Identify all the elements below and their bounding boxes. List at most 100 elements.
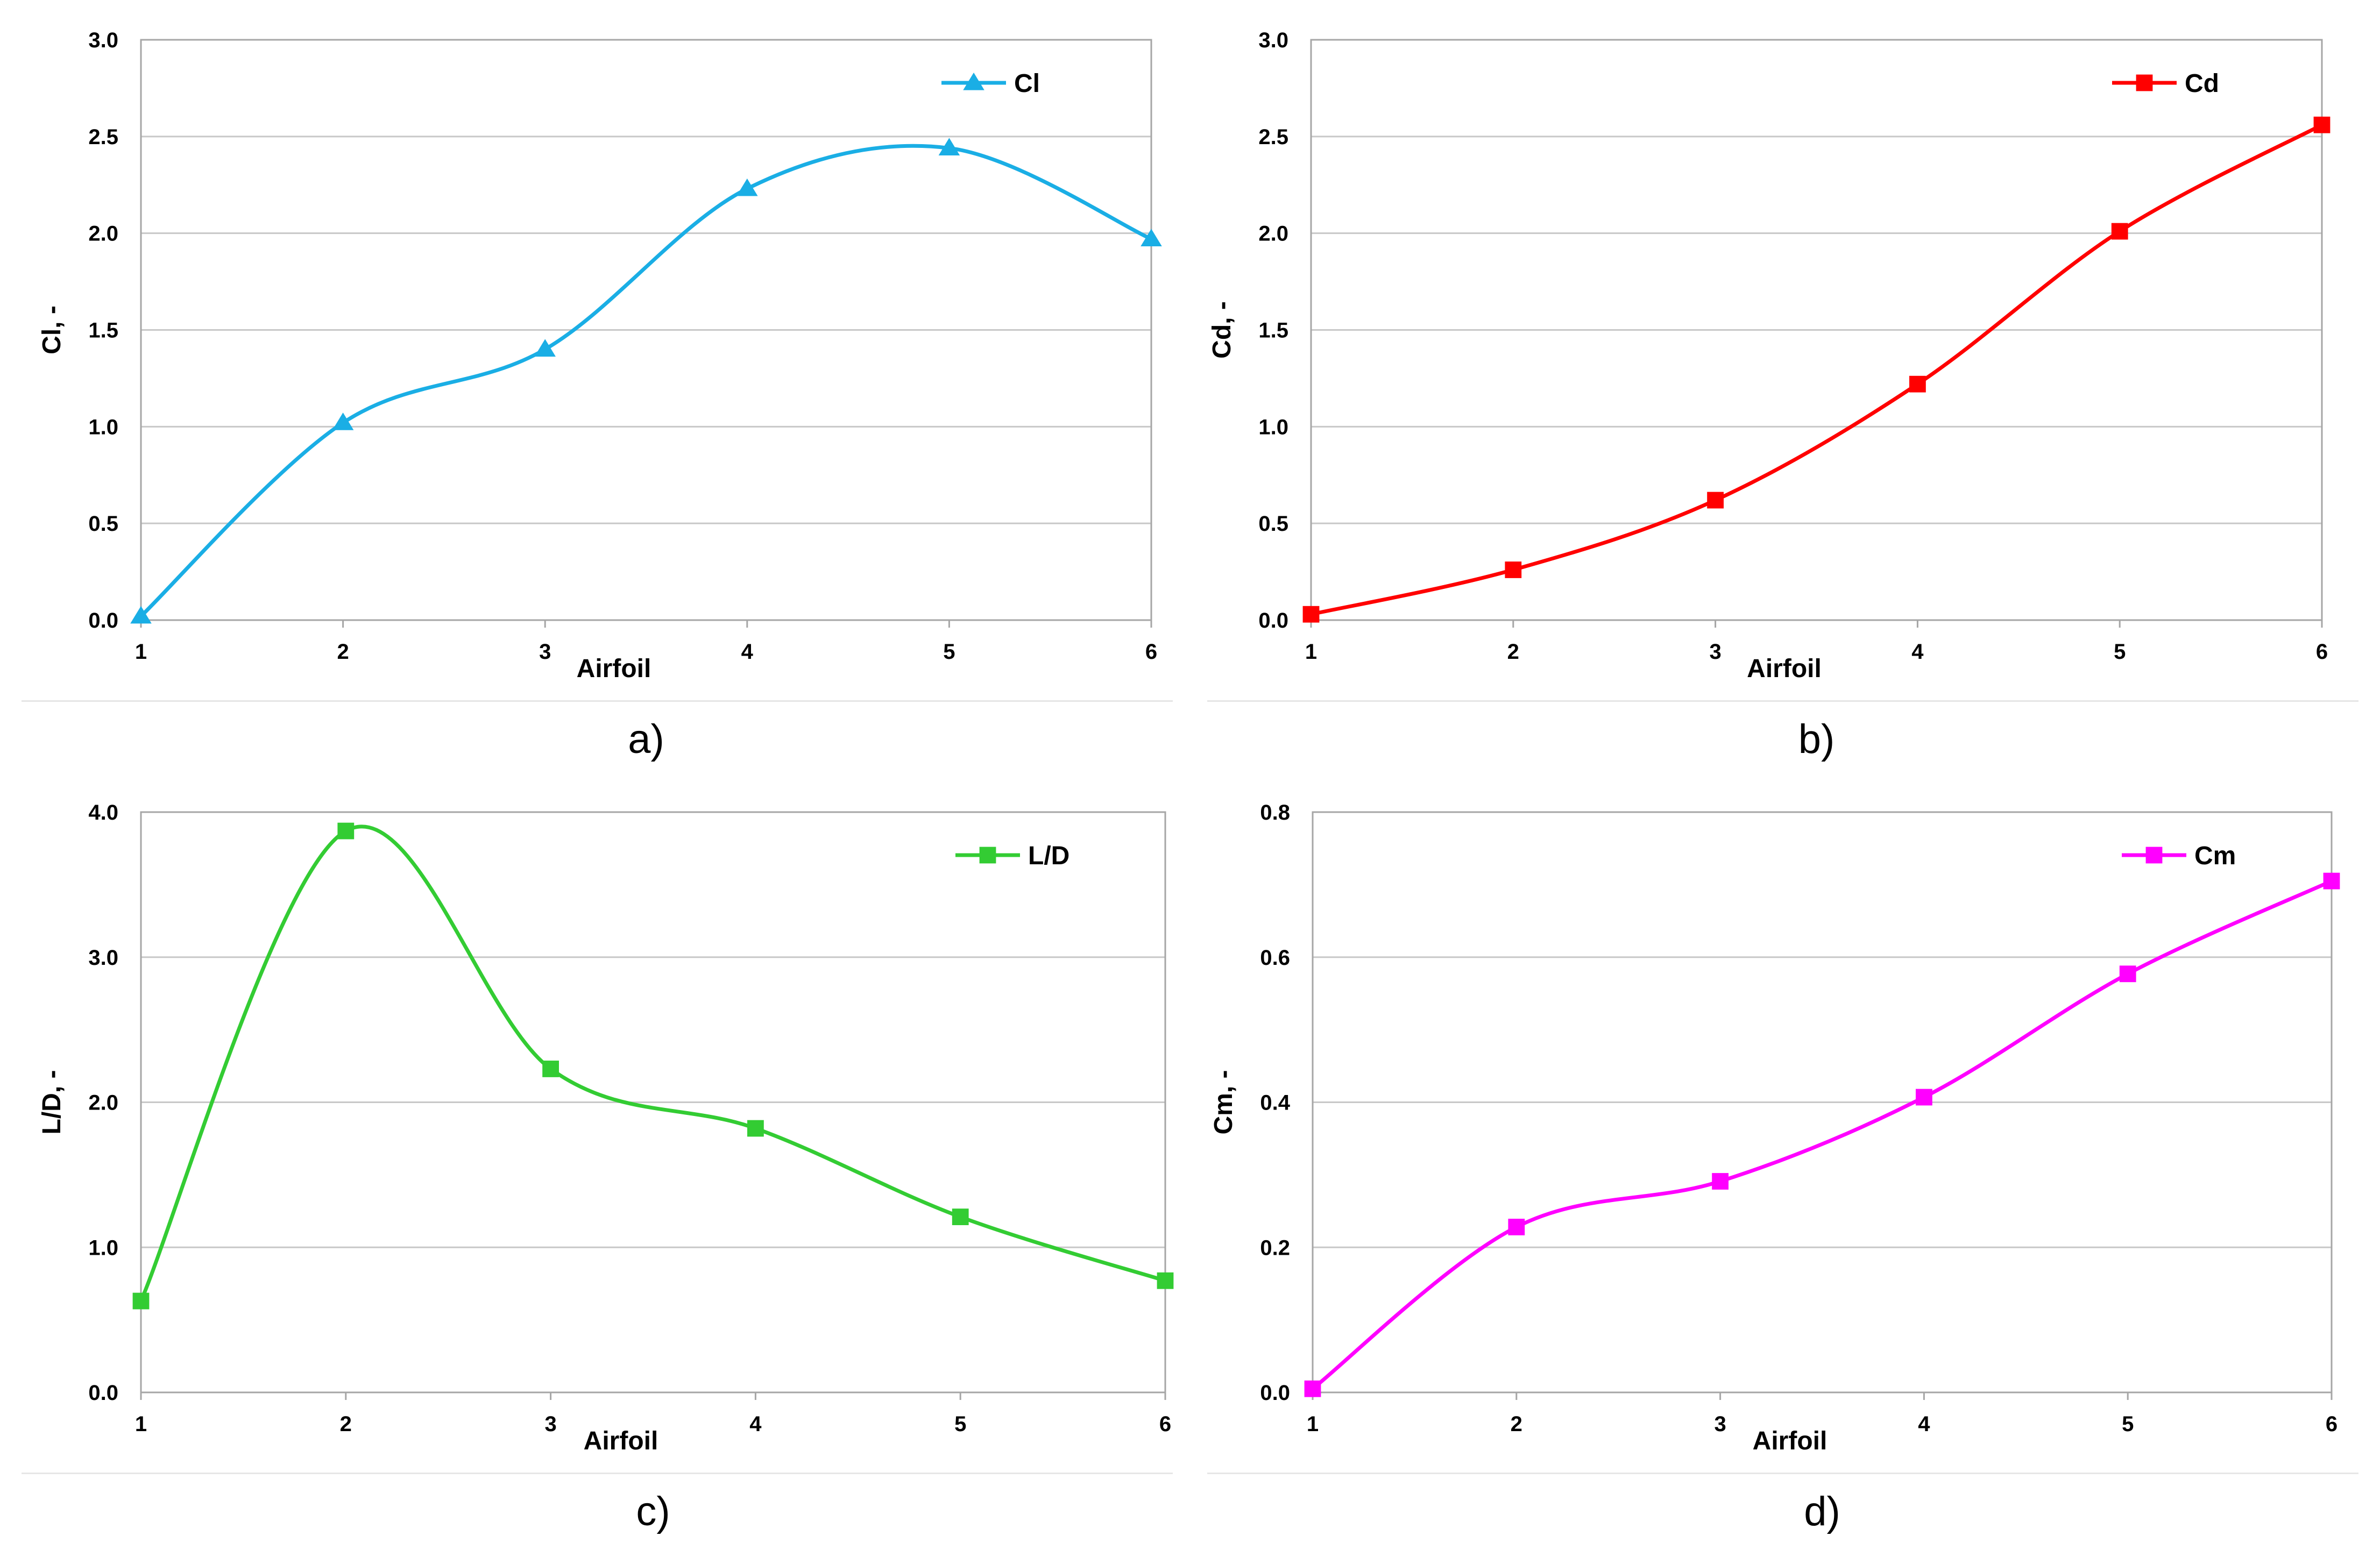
data-point-marker [2323,872,2340,890]
data-point-marker [1712,1173,1729,1190]
y-tick-label: 0.0 [1258,609,1288,632]
x-tick-label: 5 [954,1412,966,1436]
data-point-marker [1141,229,1162,247]
x-tick-label: 5 [943,640,955,664]
data-point-marker [2119,965,2136,983]
x-tick-label: 5 [2122,1412,2134,1436]
x-tick-label: 3 [544,1412,556,1436]
series-line-l-d [139,824,1166,1302]
data-point-marker [1909,375,1926,393]
x-axis-title: Airfoil [577,655,651,683]
y-tick-label: 0.0 [88,1381,118,1405]
y-tick-label: 1.5 [1258,319,1288,343]
x-tick-label: 2 [337,640,349,664]
chart-svg-a: 0.0 0.5 1.0 1.5 2.0 2.5 3.0 1 2 3 4 5 6 Airfoil Cl, - C… [38,29,1162,762]
y-tick-label: 0.0 [1260,1381,1290,1405]
x-tick-label: 3 [1714,1412,1726,1436]
data-point-marker [337,822,355,840]
chart-panel-d: 0.0 0.2 0.4 0.6 0.8 1 2 3 4 5 6 Airfoil Cm, - Cm d) [1190,771,2380,1543]
data-point-marker [1505,561,1522,578]
legend-label: Cm [2194,842,2236,870]
y-tick-label: 2.0 [88,1091,118,1115]
legend-marker [2145,847,2163,864]
y-tick-label: 1.5 [88,319,118,343]
data-point-marker [534,339,556,357]
y-tick-label: 3.0 [1258,29,1288,52]
y-tick-label: 0.2 [1260,1236,1290,1260]
y-tick-label: 0.4 [1260,1091,1290,1115]
panel-caption: b) [1798,716,1835,762]
x-tick-label: 4 [1918,1412,1930,1436]
y-tick-label: 0.8 [1260,801,1290,824]
x-tick-label: 1 [135,1412,147,1436]
x-tick-label: 3 [1709,640,1721,664]
y-axis-title: Cd, - [1208,301,1236,359]
y-tick-label: 0.0 [88,609,118,632]
panel-caption: d) [1804,1489,1840,1534]
y-tick-label: 0.5 [88,512,118,536]
data-point-marker [542,1061,559,1077]
panel-divider-top [22,700,1173,702]
data-point-marker [1302,606,1320,623]
panel-caption: a) [628,716,664,762]
data-point-marker [1707,492,1724,509]
data-point-marker [952,1208,969,1226]
legend-label: Cd [2185,69,2219,98]
y-tick-label: 1.0 [1258,415,1288,439]
y-tick-label: 0.5 [1258,512,1288,536]
y-tick-label: 2.0 [88,222,118,246]
y-tick-label: 2.5 [88,125,118,149]
x-tick-label: 6 [2326,1412,2338,1436]
x-tick-label: 1 [1307,1412,1319,1436]
x-tick-label: 4 [741,640,754,664]
plot-area [1312,811,2333,1393]
x-tick-label: 6 [2316,640,2328,664]
x-tick-label: 4 [749,1412,762,1436]
data-point-marker [1508,1219,1525,1235]
y-tick-label: 3.0 [88,946,118,970]
data-point-marker [747,1120,764,1137]
x-tick-label: 2 [1511,1412,1522,1436]
x-tick-label: 2 [1507,640,1519,664]
data-point-marker [2313,116,2331,133]
y-axis-title: L/D, - [38,1070,66,1135]
x-tick-label: 1 [1305,640,1317,664]
x-axis-title: Airfoil [1753,1427,1828,1455]
panel-caption: c) [636,1489,670,1534]
series-line-cl [139,144,1152,618]
data-point-marker [736,178,758,196]
chart-svg-d: 0.0 0.2 0.4 0.6 0.8 1 2 3 4 5 6 Airfoil Cm, - Cm d) [1209,801,2340,1534]
panel-divider-bottom-right [1207,1473,2358,1474]
data-point-marker [1916,1089,1932,1106]
x-tick-label: 1 [135,640,147,664]
x-tick-label: 6 [1159,1412,1171,1436]
panel-divider-top-right [1207,700,2358,702]
chart-svg-b: 0.0 0.5 1.0 1.5 2.0 2.5 3.0 1 2 3 4 5 6 Airfoil Cd, - C… [1208,29,2331,762]
legend-marker [963,72,984,90]
data-point-marker [2111,223,2128,240]
data-point-marker [332,413,354,430]
x-tick-label: 3 [539,640,551,664]
data-point-marker [1304,1380,1321,1397]
y-tick-label: 1.0 [88,1236,118,1260]
y-tick-label: 0.6 [1260,946,1290,970]
data-point-marker [1157,1272,1174,1289]
y-tick-label: 1.0 [88,415,118,439]
y-tick-label: 2.0 [1258,222,1288,246]
panel-divider-bottom [22,1473,1173,1474]
plot-area [140,811,1166,1393]
series-line-cm [1311,879,2333,1391]
chart-panel-a: 0.0 0.5 1.0 1.5 2.0 2.5 3.0 1 2 3 4 5 6 Airfoil Cl, - C… [0,0,1190,771]
plot-area [140,39,1152,621]
data-point-marker [130,606,152,624]
data-point-marker [938,138,960,156]
legend-label: L/D [1028,842,1069,870]
chart-svg-c: 0.0 1.0 2.0 3.0 4.0 1 2 3 4 5 6 Airfoil L/D, - L/D c) [38,801,1174,1534]
chart-panel-c: 0.0 1.0 2.0 3.0 4.0 1 2 3 4 5 6 Airfoil L/D, - L/D c) [0,771,1190,1543]
legend-label: Cl [1014,69,1040,98]
x-axis-title: Airfoil [1747,655,1822,683]
x-axis-title: Airfoil [584,1427,658,1455]
y-axis-title: Cm, - [1209,1070,1238,1135]
x-tick-label: 2 [340,1412,352,1436]
x-tick-label: 4 [1911,640,1924,664]
